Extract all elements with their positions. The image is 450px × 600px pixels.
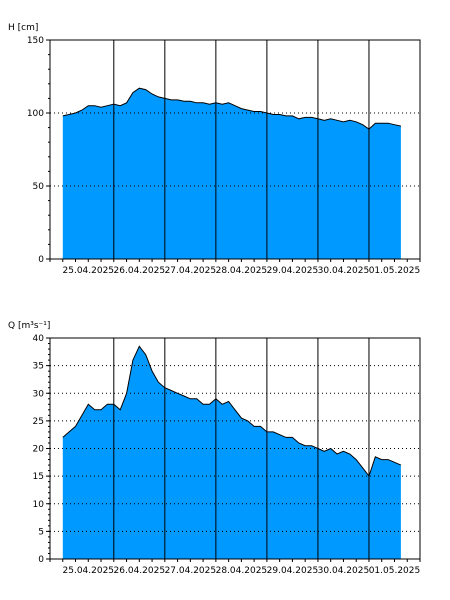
y-tick-label: 100 xyxy=(27,109,44,119)
y-tick-label: 0 xyxy=(38,255,44,265)
x-tick-label: 01.05.2025 xyxy=(369,266,421,276)
x-tick-label: 25.04.2025 xyxy=(63,566,115,576)
series-area xyxy=(62,346,401,559)
x-tick-label: 27.04.2025 xyxy=(165,566,217,576)
chart-2: 0 5 10 15 20 25 30 35 40 25.04.2025 26.04.2025 27.0… xyxy=(8,321,421,576)
y-tick-label: 0 xyxy=(38,555,44,565)
y-tick-label: 25 xyxy=(33,417,44,427)
series-line xyxy=(62,87,402,130)
y-tick-label: 15 xyxy=(33,472,44,482)
y-tick-label: 20 xyxy=(33,445,45,455)
x-tick-label: 29.04.2025 xyxy=(267,266,319,276)
x-tick-label: 25.04.2025 xyxy=(63,266,115,276)
y-tick-label: 50 xyxy=(33,182,45,192)
x-tick-label: 26.04.2025 xyxy=(114,266,166,276)
plot-border xyxy=(49,39,421,260)
y-tick-label: 5 xyxy=(38,527,44,537)
series-area xyxy=(62,88,401,259)
x-tick-label: 27.04.2025 xyxy=(165,266,217,276)
y-tick-label: 30 xyxy=(33,389,45,399)
plot-border xyxy=(49,337,421,560)
x-tick-label: 26.04.2025 xyxy=(114,566,166,576)
x-tick-label: 01.05.2025 xyxy=(369,566,421,576)
x-tick-label: 29.04.2025 xyxy=(267,566,319,576)
x-tick-label: 30.04.2025 xyxy=(318,266,370,276)
x-tick-label: 28.04.2025 xyxy=(216,566,268,576)
y-tick-label: 35 xyxy=(33,362,44,372)
y-tick-label: 150 xyxy=(27,36,44,46)
y-tick-label: 10 xyxy=(33,500,45,510)
y-axis-title: H [cm] xyxy=(8,23,38,33)
y-tick-label: 40 xyxy=(33,334,45,344)
series-line xyxy=(62,345,402,478)
x-tick-label: 28.04.2025 xyxy=(216,266,268,276)
y-axis-title: Q [m³s⁻¹] xyxy=(8,321,50,331)
x-tick-label: 30.04.2025 xyxy=(318,566,370,576)
